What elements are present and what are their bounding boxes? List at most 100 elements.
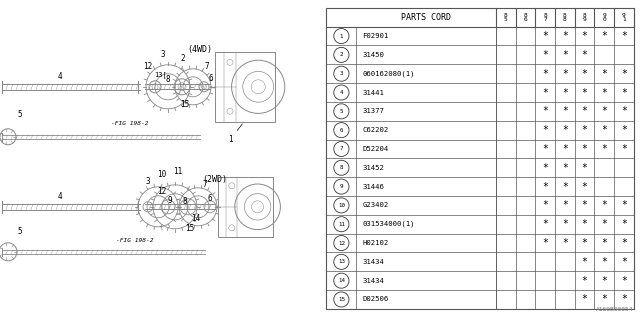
- Text: *: *: [562, 144, 568, 154]
- Text: *: *: [582, 163, 588, 173]
- Text: *: *: [562, 181, 568, 192]
- Text: *: *: [601, 87, 607, 98]
- Text: *: *: [601, 144, 607, 154]
- Text: *: *: [582, 276, 588, 286]
- Text: 6: 6: [208, 194, 212, 203]
- Text: 15: 15: [180, 100, 189, 109]
- Text: *: *: [542, 31, 548, 41]
- Text: 6: 6: [209, 74, 213, 83]
- Text: *: *: [542, 125, 548, 135]
- Text: 12: 12: [338, 241, 345, 245]
- Text: 11: 11: [338, 222, 345, 227]
- Text: 7: 7: [205, 62, 209, 71]
- Text: 9
0: 9 0: [602, 12, 606, 22]
- Text: *: *: [621, 200, 627, 211]
- Text: -FIG 198-2: -FIG 198-2: [111, 121, 148, 126]
- Text: 7: 7: [340, 147, 343, 151]
- Text: *: *: [562, 50, 568, 60]
- Text: 2: 2: [180, 54, 186, 63]
- Text: 3: 3: [161, 50, 165, 59]
- Text: 31377: 31377: [362, 108, 384, 114]
- Text: *: *: [542, 87, 548, 98]
- Text: *: *: [601, 69, 607, 79]
- Text: *: *: [542, 181, 548, 192]
- Text: *: *: [601, 219, 607, 229]
- Text: 14: 14: [338, 278, 345, 283]
- Text: 15: 15: [186, 224, 195, 233]
- Text: A160B00054: A160B00054: [596, 307, 634, 312]
- Text: 8
9: 8 9: [582, 12, 586, 22]
- Text: 13[: 13[: [154, 71, 167, 78]
- Text: 14: 14: [191, 214, 200, 223]
- Text: 9: 9: [340, 184, 343, 189]
- Text: -FIG 198-2: -FIG 198-2: [116, 238, 154, 243]
- Text: *: *: [562, 31, 568, 41]
- Text: 8: 8: [340, 165, 343, 170]
- Text: 4: 4: [58, 72, 62, 81]
- Text: *: *: [601, 294, 607, 305]
- Text: 5: 5: [18, 227, 22, 236]
- Text: 10: 10: [338, 203, 345, 208]
- Text: 9: 9: [168, 196, 172, 205]
- Text: *: *: [621, 257, 627, 267]
- Text: 1: 1: [228, 124, 243, 144]
- Text: 12: 12: [157, 187, 166, 196]
- Text: F02901: F02901: [362, 33, 388, 39]
- Text: 9
1: 9 1: [622, 12, 626, 22]
- Text: *: *: [601, 276, 607, 286]
- Text: 8
6: 8 6: [524, 12, 527, 22]
- Text: G23402: G23402: [362, 203, 388, 208]
- Text: 31446: 31446: [362, 184, 384, 189]
- Text: *: *: [562, 238, 568, 248]
- Text: 11: 11: [173, 167, 182, 176]
- Text: *: *: [542, 144, 548, 154]
- Text: *: *: [562, 69, 568, 79]
- Text: *: *: [582, 294, 588, 305]
- Text: C62202: C62202: [362, 127, 388, 133]
- Text: *: *: [582, 238, 588, 248]
- Text: *: *: [542, 219, 548, 229]
- Text: *: *: [562, 106, 568, 116]
- Text: 31434: 31434: [362, 259, 384, 265]
- Text: 060162080(1): 060162080(1): [362, 70, 415, 77]
- Text: 5: 5: [340, 109, 343, 114]
- Text: 4: 4: [58, 192, 62, 201]
- Text: *: *: [562, 200, 568, 211]
- Text: (4WD): (4WD): [188, 45, 212, 54]
- Text: 31450: 31450: [362, 52, 384, 58]
- Text: 31434: 31434: [362, 278, 384, 284]
- Text: *: *: [621, 87, 627, 98]
- Text: 2: 2: [340, 52, 343, 57]
- Text: 6: 6: [340, 128, 343, 133]
- Text: *: *: [542, 50, 548, 60]
- Text: 8
8: 8 8: [563, 12, 566, 22]
- Text: *: *: [582, 181, 588, 192]
- Text: *: *: [542, 106, 548, 116]
- Bar: [218, 177, 273, 237]
- Text: *: *: [582, 87, 588, 98]
- Text: PARTS CORD: PARTS CORD: [401, 13, 451, 22]
- Text: *: *: [562, 125, 568, 135]
- Text: *: *: [621, 238, 627, 248]
- Text: *: *: [621, 69, 627, 79]
- Text: *: *: [621, 294, 627, 305]
- Text: 8: 8: [182, 197, 188, 206]
- Text: *: *: [582, 106, 588, 116]
- Text: 3: 3: [146, 177, 150, 186]
- Text: 31452: 31452: [362, 165, 384, 171]
- Text: (2WD): (2WD): [202, 175, 227, 184]
- Text: *: *: [542, 163, 548, 173]
- Text: 15: 15: [338, 297, 345, 302]
- Text: *: *: [542, 238, 548, 248]
- Text: 8
5: 8 5: [504, 12, 508, 22]
- Text: 1: 1: [340, 34, 343, 39]
- Text: *: *: [582, 50, 588, 60]
- Text: D52204: D52204: [362, 146, 388, 152]
- Text: *: *: [582, 125, 588, 135]
- Text: 10: 10: [157, 170, 166, 179]
- Text: *: *: [582, 219, 588, 229]
- Text: *: *: [621, 276, 627, 286]
- Text: *: *: [562, 163, 568, 173]
- Text: 031534000(1): 031534000(1): [362, 221, 415, 228]
- Text: 3: 3: [340, 71, 343, 76]
